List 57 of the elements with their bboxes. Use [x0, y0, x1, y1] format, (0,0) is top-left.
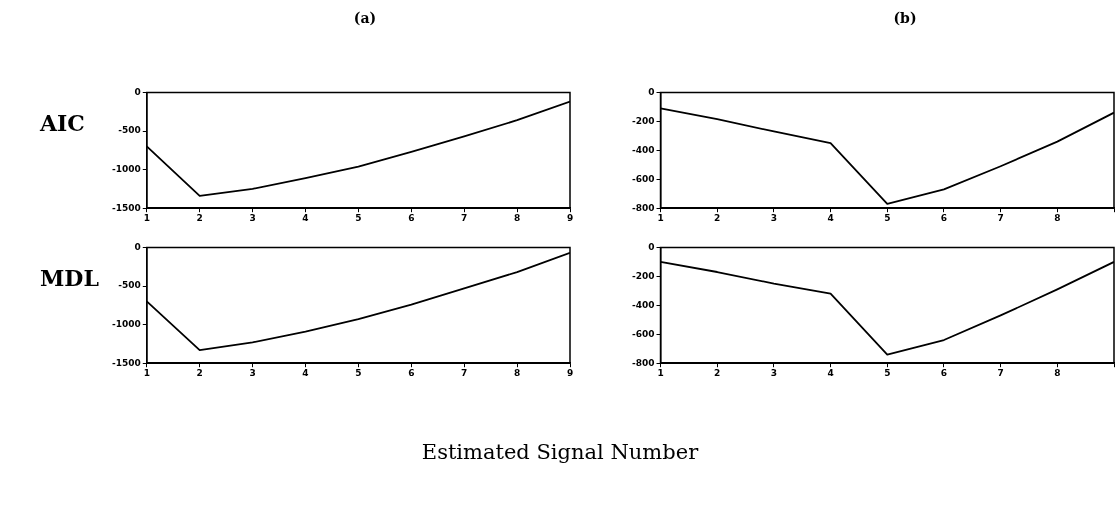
x-tick-label: 7 — [461, 367, 468, 378]
y-tick-label: -500 — [118, 280, 141, 291]
x-tick-label: 8 — [1054, 367, 1061, 378]
x-tick-label: 7 — [997, 212, 1004, 223]
x-tick-label: 9 — [566, 212, 574, 223]
y-tick-label: -800 — [631, 357, 655, 368]
x-tick-label: 1 — [657, 367, 664, 378]
y-tick-label: -200 — [631, 115, 655, 126]
x-tick-label: 6 — [940, 212, 948, 223]
x-tick-label: 5 — [355, 367, 362, 378]
x-tick-label: 5 — [355, 212, 362, 223]
x-tick-label: 7 — [997, 367, 1004, 378]
x-tick-label: 6 — [940, 367, 948, 378]
x-tick-label: 1 — [143, 212, 150, 223]
x-tick-label: 3 — [770, 367, 778, 378]
x-tick-label: 4 — [302, 367, 309, 378]
x-tick-label: 4 — [827, 212, 834, 223]
y-tick-label: 0 — [134, 241, 141, 252]
y-tick-label: 0 — [648, 241, 655, 252]
y-tick-label: -600 — [631, 328, 655, 339]
x-tick-label: 8 — [513, 367, 521, 378]
x-tick-label: 1 — [143, 367, 150, 378]
x-tick-label: 8 — [513, 212, 521, 223]
x-tick-label: 5 — [884, 212, 891, 223]
y-tick-label: -1000 — [111, 163, 141, 174]
x-tick-label: 2 — [196, 212, 203, 223]
y-tick-label: -200 — [631, 270, 655, 281]
x-tick-label: 3 — [770, 212, 778, 223]
y-axis-title: AIC — [40, 110, 85, 136]
x-tick-label: 1 — [657, 212, 664, 223]
x-tick-label: 7 — [461, 212, 468, 223]
x-tick-label: 6 — [408, 367, 415, 378]
y-tick-label: -1000 — [111, 318, 141, 329]
x-tick-label: 2 — [714, 367, 721, 378]
y-axis-title: MDL — [40, 265, 99, 291]
y-tick-label: -800 — [631, 202, 655, 213]
x-tick-label: 6 — [408, 212, 415, 223]
x-tick-label: 8 — [1054, 212, 1061, 223]
x-tick-label: 4 — [827, 367, 834, 378]
x-tick-label: 3 — [249, 212, 256, 223]
x-tick-label: 9 — [566, 367, 574, 378]
x-tick-label: 2 — [714, 212, 721, 223]
y-tick-label: -1500 — [111, 357, 141, 368]
y-tick-label: -600 — [631, 173, 655, 184]
y-tick-label: -1500 — [111, 202, 141, 213]
y-tick-label: -500 — [118, 125, 141, 136]
x-tick-label: 3 — [249, 367, 256, 378]
x-tick-label: 4 — [302, 212, 309, 223]
chart-title: (b) — [892, 10, 918, 26]
x-tick-label: 2 — [196, 367, 203, 378]
x-tick-label: 5 — [884, 367, 891, 378]
y-tick-label: 0 — [648, 86, 655, 97]
y-tick-label: 0 — [134, 86, 141, 97]
chart-title: (a) — [352, 10, 378, 26]
x-axis-title: Estimated Signal Number — [420, 440, 700, 464]
y-tick-label: -400 — [631, 144, 655, 155]
y-tick-label: -400 — [631, 299, 655, 310]
